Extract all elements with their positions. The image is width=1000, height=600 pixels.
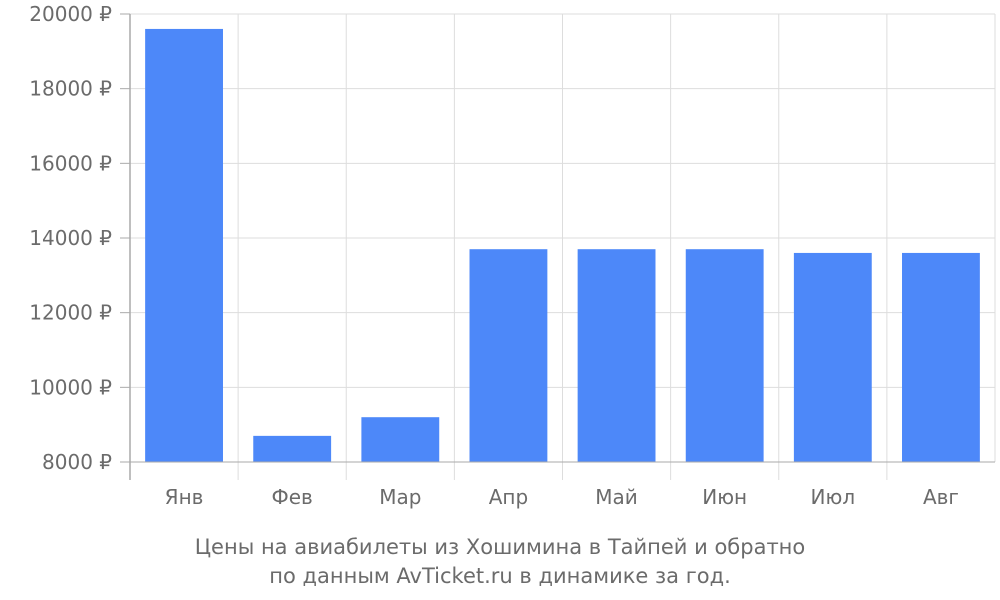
x-tick-label: Фев [272, 485, 313, 509]
x-tick-labels: Янв Фев Мар Апр Май Июн Июл Авг [165, 485, 959, 509]
grid-lines [130, 13, 996, 463]
y-tick-label: 20000 ₽ [29, 2, 112, 26]
bar-Июл [793, 252, 872, 462]
bar-Май [577, 249, 656, 462]
y-tick-labels: 8000 ₽ 10000 ₽ 12000 ₽ 14000 ₽ 16000 ₽ 18000 … [29, 2, 112, 474]
y-tick-label: 10000 ₽ [29, 375, 112, 399]
bar-chart: 8000 ₽ 10000 ₽ 12000 ₽ 14000 ₽ 16000 ₽ 18000 … [29, 2, 996, 509]
y-tick-label: 14000 ₽ [29, 226, 112, 250]
bar-Янв [145, 28, 223, 463]
bar-Июн [685, 249, 764, 462]
bar-Мар [361, 417, 440, 462]
bar-Фев [253, 435, 332, 462]
x-tick-label: Июл [811, 485, 856, 509]
chart-caption-line-1: Цены на авиабилеты из Хошимина в Тайпей … [194, 535, 806, 559]
axes [120, 13, 995, 480]
x-tick-label: Янв [165, 485, 204, 509]
chart-caption-line-2: по данным AvTicket.ru в динамике за год. [269, 564, 731, 588]
x-tick-label: Мар [379, 485, 421, 509]
x-tick-label: Авг [923, 485, 959, 509]
bar-Авг [902, 252, 980, 462]
y-tick-label: 18000 ₽ [29, 77, 112, 101]
y-tick-label: 12000 ₽ [29, 301, 112, 325]
x-tick-label: Июн [702, 485, 747, 509]
x-tick-label: Апр [489, 485, 528, 509]
x-tick-label: Май [595, 485, 638, 509]
y-tick-label: 8000 ₽ [42, 450, 112, 474]
bar-Апр [469, 249, 548, 462]
y-tick-label: 16000 ₽ [29, 151, 112, 175]
bars [145, 28, 980, 463]
